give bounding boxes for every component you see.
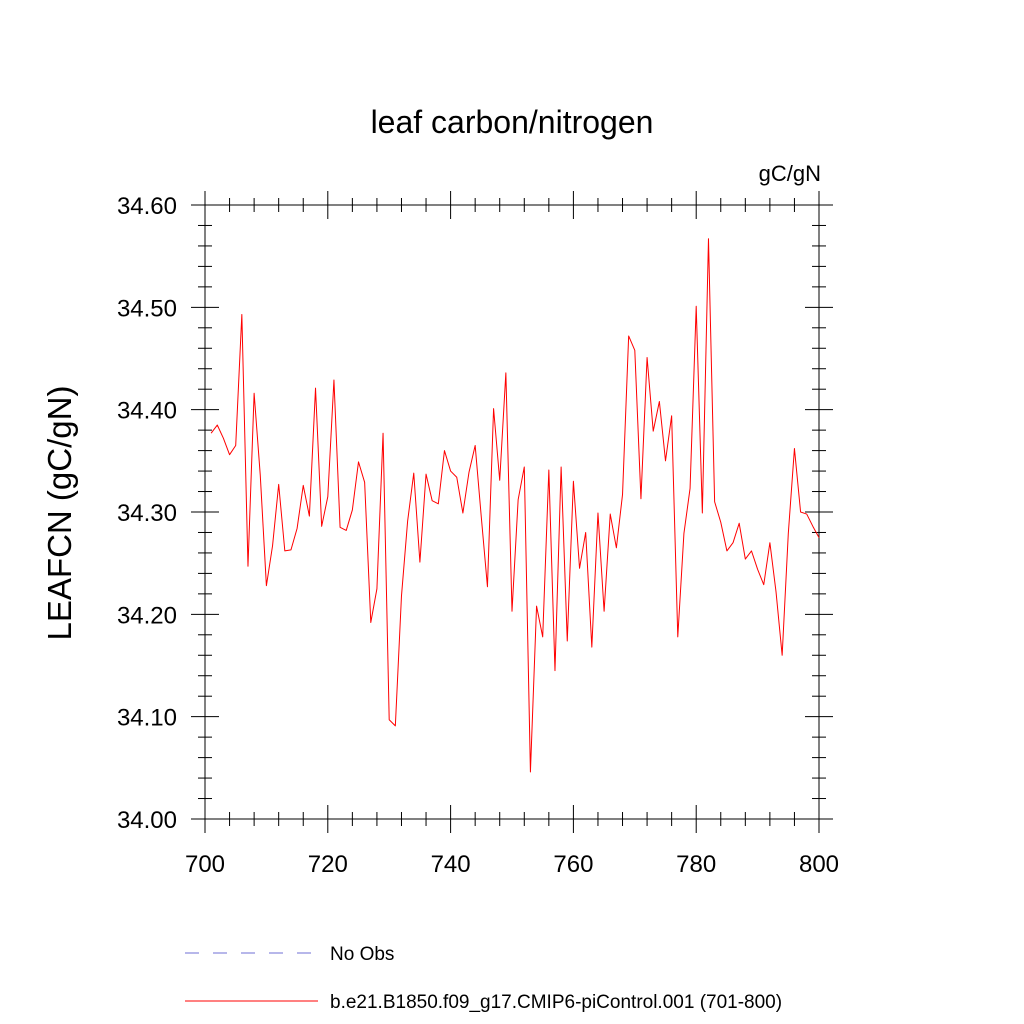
- plot-frame: [204, 204, 820, 820]
- x-tick-label: 800: [799, 851, 839, 878]
- chart-title: leaf carbon/nitrogen: [371, 104, 654, 140]
- y-tick-label: 34.60: [117, 193, 177, 220]
- y-tick-label: 34.40: [117, 398, 177, 425]
- y-tick-label: 34.20: [117, 602, 177, 629]
- y-axis-label: LEAFCN (gC/gN): [41, 386, 78, 641]
- x-tick-label: 740: [431, 851, 471, 878]
- axis-tick-labels: 700 720 740 760 780 800 34.00 34.10 34.20 34.30 34…: [117, 193, 839, 878]
- legend-label: b.e21.B1850.f09_g17.CMIP6-piControl.001 …: [330, 992, 782, 1013]
- legend-label: No Obs: [330, 944, 394, 965]
- x-tick-label: 720: [308, 851, 348, 878]
- axis-ticks: [191, 191, 833, 833]
- units-label: gC/gN: [759, 161, 821, 186]
- legend: No Obs b.e21.B1850.f09_g17.CMIP6-piContro…: [185, 944, 782, 1013]
- x-tick-label: 780: [676, 851, 716, 878]
- y-tick-label: 34.00: [117, 807, 177, 834]
- x-tick-label: 700: [185, 851, 225, 878]
- series-line: [210, 238, 820, 773]
- y-tick-label: 34.10: [117, 705, 177, 732]
- x-tick-label: 760: [553, 851, 593, 878]
- series-layer: [210, 238, 820, 773]
- y-tick-label: 34.30: [117, 500, 177, 527]
- y-tick-label: 34.50: [117, 295, 177, 322]
